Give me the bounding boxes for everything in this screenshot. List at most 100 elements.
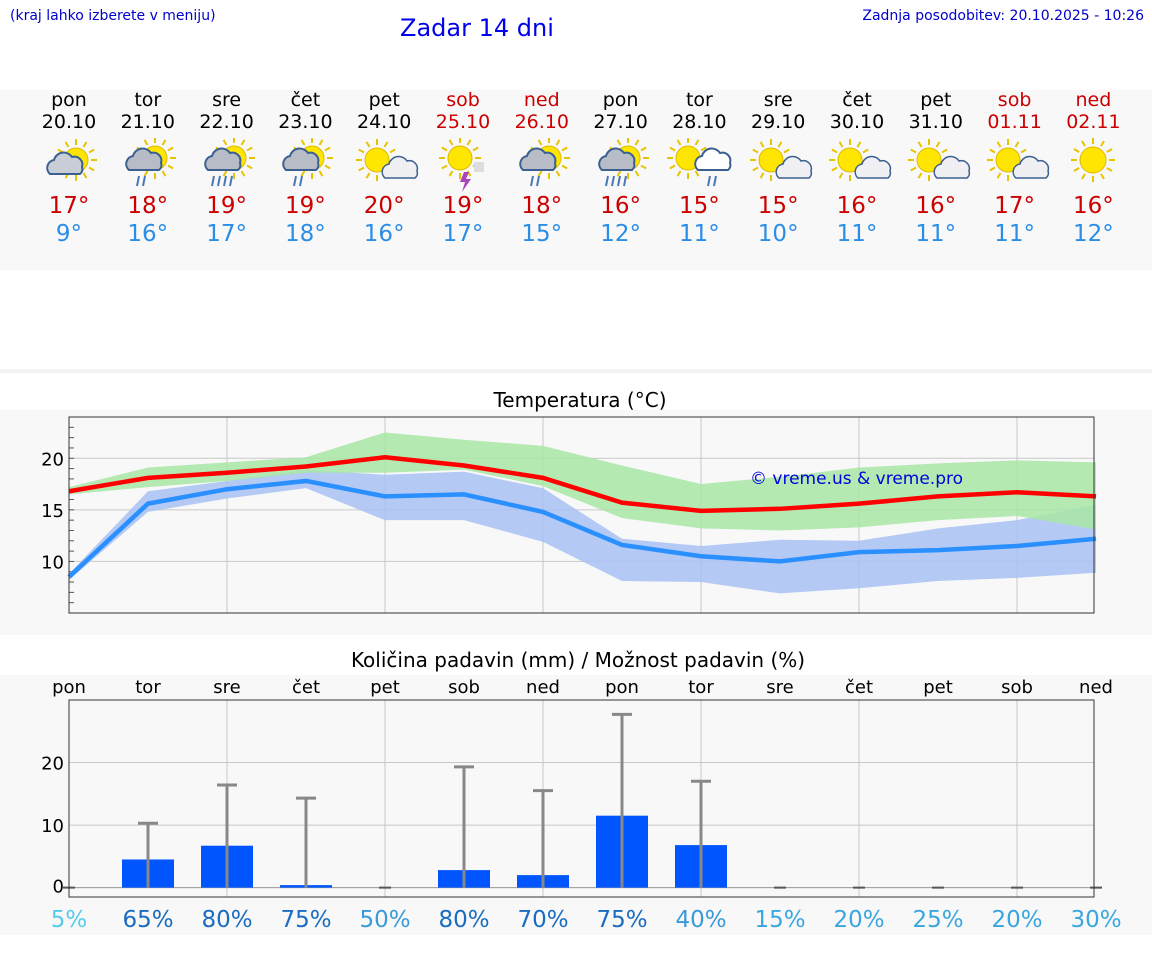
day-name: ned — [1075, 89, 1112, 111]
day-column: sob 01.11 17° 11° — [976, 89, 1054, 248]
chart-title: Količina padavin (mm) / Možnost padavin … — [351, 648, 805, 672]
sun-cloud-rain-icon — [667, 137, 732, 187]
temp-max: 17° — [994, 193, 1035, 219]
day-name: sre — [763, 89, 793, 111]
day-column: sob 25.10 19° 17° — [424, 89, 502, 248]
temp-max: 15° — [679, 193, 720, 219]
day-date: 01.11 — [987, 111, 1042, 133]
last-update-label: Zadnja posodobitev: 20.10.2025 - 10:26 — [862, 8, 1144, 24]
x-tick-label: tor — [688, 677, 714, 698]
day-date: 22.10 — [199, 111, 254, 133]
day-date: 02.11 — [1066, 111, 1121, 133]
temp-min: 11° — [994, 221, 1035, 247]
day-name: sob — [446, 89, 480, 111]
light-rain-icon — [518, 137, 570, 187]
y-tick-label: 20 — [41, 754, 64, 775]
day-column: tor 28.10 15° 11° — [660, 89, 738, 248]
temp-max: 20° — [363, 193, 405, 219]
mostly-sunny-icon — [356, 139, 419, 181]
x-tick-label: pon — [52, 677, 86, 698]
day-column: čet 30.10 16° 11° — [818, 89, 896, 248]
day-name: sob — [997, 89, 1032, 111]
divider — [0, 369, 1152, 373]
x-tick-label: ned — [526, 677, 560, 698]
forecast-band — [0, 90, 1152, 270]
day-column: sre 29.10 15° 10° — [739, 89, 817, 248]
temp-min: 10° — [757, 221, 799, 247]
precip-probability: 80% — [438, 907, 489, 933]
max-temp-line — [68, 454, 1097, 514]
day-date: 20.10 — [41, 111, 97, 133]
day-date: 23.10 — [278, 111, 333, 133]
temp-min: 16° — [363, 221, 405, 247]
temp-min: 9° — [55, 221, 83, 247]
temp-min: 11° — [915, 221, 957, 247]
precipitation-chart: Količina padavin (mm) / Možnost padavin … — [41, 648, 1121, 933]
mostly-sunny-icon — [750, 139, 813, 181]
day-date: 31.10 — [908, 111, 963, 133]
temp-max: 16° — [836, 193, 878, 219]
day-column: ned 26.10 18° 15° — [503, 89, 581, 248]
min-range-band — [69, 469, 1096, 594]
day-name: pon — [602, 89, 639, 111]
day-date: 26.10 — [514, 111, 569, 133]
day-name: tor — [685, 89, 713, 111]
watermark: © vreme.us & vreme.pro — [750, 469, 963, 489]
temp-max: 16° — [915, 193, 957, 219]
temp-max: 16° — [1073, 193, 1114, 219]
day-column: pon 27.10 16° 12° — [582, 89, 660, 248]
temp-min: 17° — [206, 221, 247, 247]
x-tick-label: sre — [766, 677, 793, 698]
x-tick-label: pet — [923, 677, 953, 698]
day-name: pet — [920, 89, 952, 111]
location-menu-hint: (kraj lahko izberete v meniju) — [10, 8, 216, 24]
x-tick-label: ned — [1079, 677, 1113, 698]
partly-cloudy-icon — [46, 139, 97, 181]
day-name: sre — [212, 89, 242, 111]
light-rain-icon — [124, 137, 176, 187]
day-name: pon — [51, 89, 87, 111]
temp-min: 18° — [285, 221, 326, 247]
temperature-chart: Temperatura (°C) 10 15 20 © vreme.us & vreme… — [41, 388, 1097, 614]
temp-max: 19° — [442, 193, 484, 219]
y-tick-label: 15 — [41, 501, 64, 522]
precip-probability: 20% — [833, 907, 884, 933]
precip-probability: 5% — [51, 907, 88, 933]
day-column: ned 02.11 16° 12° — [1054, 89, 1132, 248]
precip-probability: 50% — [359, 907, 410, 933]
mostly-sunny-icon — [986, 139, 1049, 181]
temp-max: 19° — [285, 193, 326, 219]
plot-frame — [68, 699, 1095, 898]
x-tick-label: čet — [845, 677, 873, 698]
precip-probability: 75% — [280, 907, 331, 933]
day-name: čet — [842, 89, 872, 111]
day-name: tor — [134, 89, 162, 111]
sunny-icon — [1071, 138, 1116, 182]
precip-probability: 65% — [122, 907, 173, 933]
day-name: ned — [523, 89, 560, 111]
precip-probability: 80% — [201, 907, 252, 933]
temp-min: 11° — [679, 221, 720, 247]
x-tick-label: pet — [370, 677, 400, 698]
light-rain-icon — [282, 137, 334, 187]
temp-min: 17° — [442, 221, 484, 247]
day-date: 28.10 — [672, 111, 727, 133]
day-date: 25.10 — [435, 111, 491, 133]
precip-probability: 25% — [912, 907, 963, 933]
day-column: čet 23.10 19° 18° — [266, 89, 344, 248]
temp-min: 16° — [127, 221, 169, 247]
temp-max: 18° — [521, 193, 563, 219]
y-tick-label: 20 — [41, 449, 64, 470]
precip-probability: 15% — [754, 907, 805, 933]
x-tick-label: čet — [292, 677, 320, 698]
day-column: tor 21.10 18° 16° — [109, 89, 187, 248]
thunderstorm-icon — [439, 137, 484, 192]
day-date: 27.10 — [593, 111, 648, 133]
chart-title: Temperatura (°C) — [492, 388, 666, 412]
x-tick-label: sre — [213, 677, 240, 698]
mostly-sunny-icon — [829, 139, 892, 181]
day-column: pet 31.10 16° 11° — [897, 89, 975, 248]
day-date: 30.10 — [829, 111, 885, 133]
temp-max: 15° — [757, 193, 799, 219]
temp-max: 18° — [127, 193, 169, 219]
